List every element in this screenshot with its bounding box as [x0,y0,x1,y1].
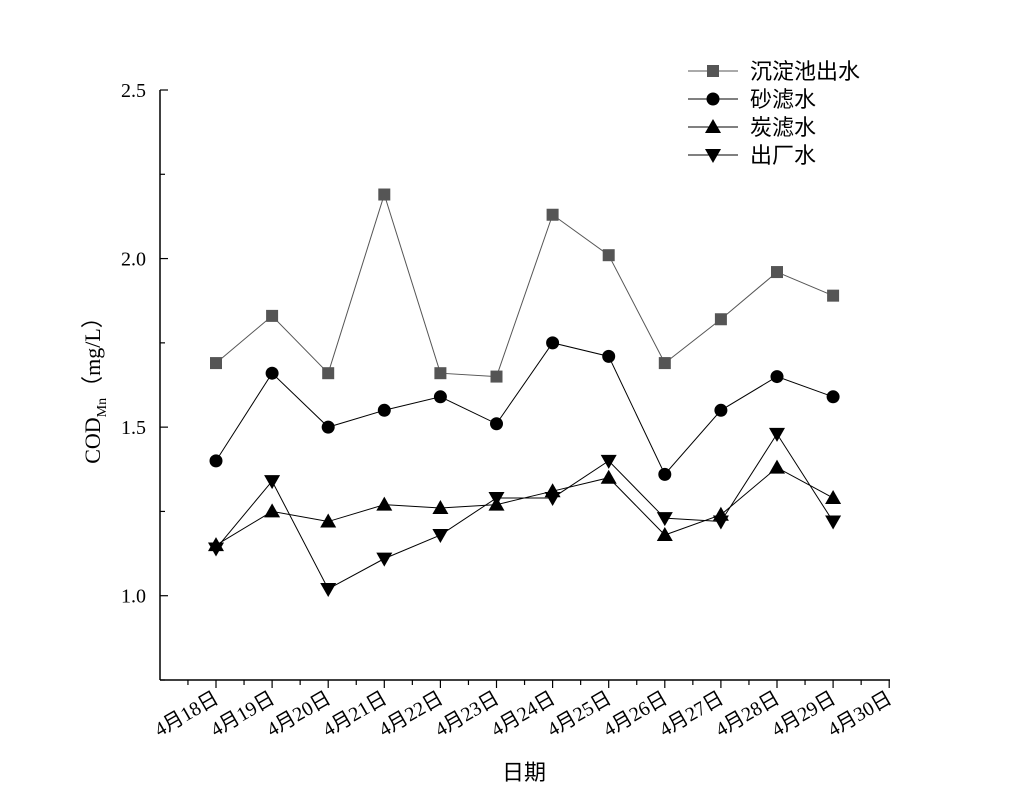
data-point [320,582,337,597]
x-tick-label: 4月20日 [263,687,335,741]
data-point [769,459,785,474]
data-point [376,552,393,567]
y-tick-label: 2.5 [121,80,146,102]
series-layer [208,188,842,597]
data-point [377,403,391,417]
data-point [490,370,503,383]
data-point [714,313,727,326]
legend-entry: 出厂水 [688,143,816,168]
y-tick-label: 2.0 [121,249,146,271]
legend-entry: 砂滤水 [688,87,816,112]
series-2 [208,459,842,552]
y-tick-label: 1.5 [121,417,146,439]
data-point [434,367,447,380]
data-point [826,390,840,404]
x-tick-label: 4月29日 [768,687,840,741]
series-3 [208,427,842,597]
data-point [656,512,673,527]
x-tick-label: 4月30日 [824,687,896,741]
legend-marker [705,149,721,163]
data-point [600,469,617,484]
data-point [602,249,615,262]
data-point [322,367,335,380]
legend-label: 砂滤水 [750,87,816,112]
series-line [215,466,834,546]
y-axis-title: CODMn（mg/L） [80,306,110,464]
data-point [658,357,671,370]
data-point [656,527,673,542]
legend-marker [705,119,721,133]
data-point [432,500,449,515]
y-axis-title-unit: （mg/L） [80,306,105,398]
data-point [714,403,728,417]
x-tick-label: 4月25日 [544,687,616,741]
data-point [546,208,559,221]
x-tick-label: 4月24日 [487,687,559,741]
data-point [658,467,672,481]
data-point [769,427,785,442]
ticks-layer: 1.01.52.02.54月18日4月19日4月20日4月21日4月22日4月2… [121,80,896,741]
data-point [825,515,842,530]
data-point [600,454,617,469]
data-point [490,417,503,431]
legend-label: 炭滤水 [750,115,816,140]
data-point [264,475,281,490]
legend-label: 出厂水 [750,143,816,168]
series-1 [209,336,840,481]
x-tick-label: 4月22日 [375,687,447,741]
legend-marker [706,92,720,106]
x-tick-label: 4月18日 [151,687,223,741]
data-point [546,336,560,350]
data-point [825,489,842,504]
series-line [215,432,834,590]
data-point [488,491,505,506]
series-0 [210,188,840,383]
data-point [320,513,337,528]
x-tick-label: 4月26日 [600,687,672,741]
legend-entry: 炭滤水 [688,115,816,140]
data-point [376,496,393,511]
data-point [266,309,279,322]
data-point [771,266,783,279]
data-point [209,454,223,468]
x-tick-label: 4月19日 [207,687,279,741]
data-point [208,542,224,557]
data-point [378,188,391,201]
data-point [265,366,279,380]
x-tick-label: 4月23日 [431,687,503,741]
data-point [264,503,281,518]
data-point [321,420,335,434]
legend-marker [707,65,719,77]
data-point [827,289,840,302]
data-point [770,370,784,384]
x-tick-label: 4月28日 [712,687,784,741]
y-axis-title-subscript: Mn [95,398,110,417]
data-point [432,529,449,544]
data-point [433,390,447,404]
data-point [602,349,616,363]
data-point [544,491,561,506]
y-tick-label: 1.0 [121,586,146,608]
x-tick-label: 4月21日 [319,687,391,741]
legend-label: 沉淀池出水 [750,59,860,84]
x-axis-title: 日期 [502,760,546,785]
data-point [712,515,729,530]
series-line [215,192,834,378]
x-tick-label: 4月27日 [656,687,728,741]
data-point [210,357,222,370]
y-axis-title-main: COD [80,417,105,463]
axes-layer [159,90,890,681]
series-line [215,342,834,476]
legend-entry: 沉淀池出水 [688,59,860,84]
